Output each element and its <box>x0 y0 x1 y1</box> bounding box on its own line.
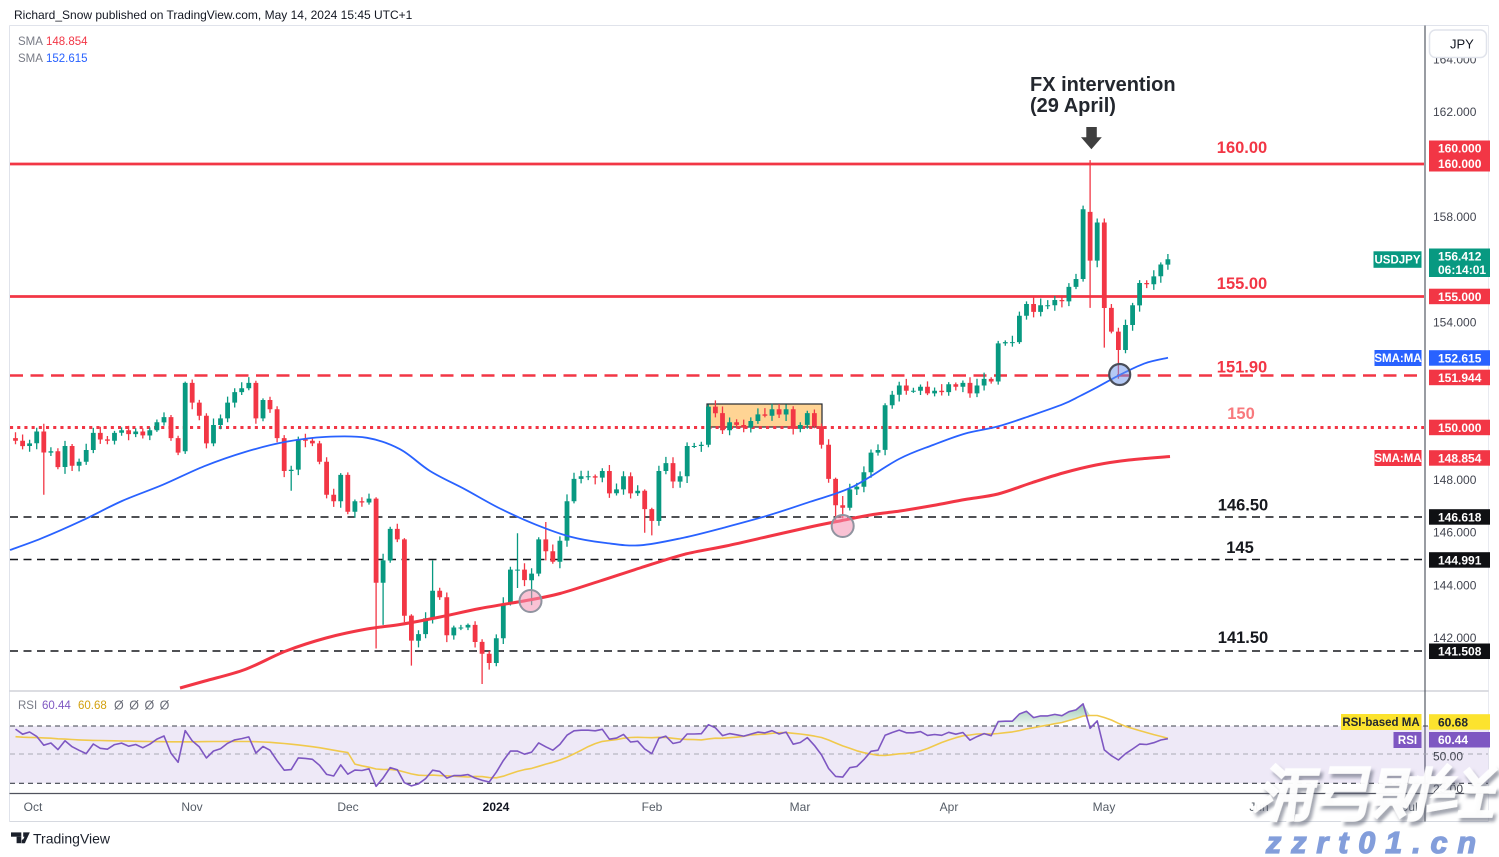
svg-text:ØØØØ: ØØØØ <box>114 699 175 713</box>
svg-text:160.000: 160.000 <box>1438 157 1482 171</box>
svg-text:151.944: 151.944 <box>1438 371 1482 385</box>
svg-text:RSI: RSI <box>1398 735 1417 747</box>
svg-text:158.000: 158.000 <box>1433 210 1477 224</box>
svg-text:148.854: 148.854 <box>46 36 88 48</box>
svg-text:152.615: 152.615 <box>46 53 88 65</box>
svg-text:Oct: Oct <box>24 800 43 814</box>
svg-text:146.618: 146.618 <box>1438 510 1482 524</box>
svg-text:155.00: 155.00 <box>1217 275 1267 293</box>
svg-text:144.000: 144.000 <box>1433 579 1477 593</box>
svg-text:152.615: 152.615 <box>1438 351 1482 365</box>
svg-text:06:14:01: 06:14:01 <box>1438 263 1486 277</box>
svg-text:60.68: 60.68 <box>1438 715 1468 729</box>
svg-text:151.90: 151.90 <box>1217 359 1267 377</box>
svg-text:141.508: 141.508 <box>1438 645 1482 659</box>
svg-text:150.000: 150.000 <box>1438 421 1482 435</box>
svg-text:zzrt01.cn: zzrt01.cn <box>1265 825 1486 857</box>
svg-text:FX intervention: FX intervention <box>1030 74 1176 96</box>
svg-text:TradingView: TradingView <box>33 831 111 847</box>
svg-text:160.00: 160.00 <box>1217 139 1267 157</box>
svg-text:Mar: Mar <box>790 800 811 814</box>
svg-text:Apr: Apr <box>940 800 959 814</box>
svg-text:146.50: 146.50 <box>1218 497 1268 515</box>
svg-text:JPY: JPY <box>1450 37 1474 52</box>
svg-text:145: 145 <box>1226 539 1254 557</box>
svg-text:RSI-based MA: RSI-based MA <box>1342 717 1419 729</box>
svg-text:50.00: 50.00 <box>1433 750 1463 764</box>
svg-text:162.000: 162.000 <box>1433 105 1477 119</box>
svg-text:Richard_Snow published on Trad: Richard_Snow published on TradingView.co… <box>14 8 413 22</box>
svg-text:(29 April): (29 April) <box>1030 95 1116 117</box>
svg-text:148.854: 148.854 <box>1438 451 1482 465</box>
svg-text:USDJPY: USDJPY <box>1374 255 1420 267</box>
svg-text:RSI: RSI <box>18 700 37 712</box>
svg-text:Nov: Nov <box>181 800 202 814</box>
svg-text:May: May <box>1093 800 1116 814</box>
svg-text:144.991: 144.991 <box>1438 553 1482 567</box>
svg-text:150: 150 <box>1227 405 1255 423</box>
svg-text:Feb: Feb <box>642 800 663 814</box>
svg-text:155.000: 155.000 <box>1438 290 1482 304</box>
svg-text:142.000: 142.000 <box>1433 631 1477 645</box>
svg-text:Dec: Dec <box>337 800 358 814</box>
svg-text:SMA:MA: SMA:MA <box>1374 453 1421 465</box>
svg-text:60.44: 60.44 <box>42 700 71 712</box>
svg-text:146.000: 146.000 <box>1433 526 1477 540</box>
svg-text:154.000: 154.000 <box>1433 316 1477 330</box>
svg-text:148.000: 148.000 <box>1433 473 1477 487</box>
svg-text:2024: 2024 <box>483 800 510 814</box>
svg-text:60.44: 60.44 <box>1438 733 1468 747</box>
svg-text:SMA: SMA <box>18 36 43 48</box>
svg-text:SMA:MA: SMA:MA <box>1374 353 1421 365</box>
svg-text:60.68: 60.68 <box>78 700 107 712</box>
svg-text:SMA: SMA <box>18 53 43 65</box>
svg-text:156.412: 156.412 <box>1438 250 1482 264</box>
svg-text:141.50: 141.50 <box>1218 629 1268 647</box>
svg-text:160.000: 160.000 <box>1438 142 1482 156</box>
